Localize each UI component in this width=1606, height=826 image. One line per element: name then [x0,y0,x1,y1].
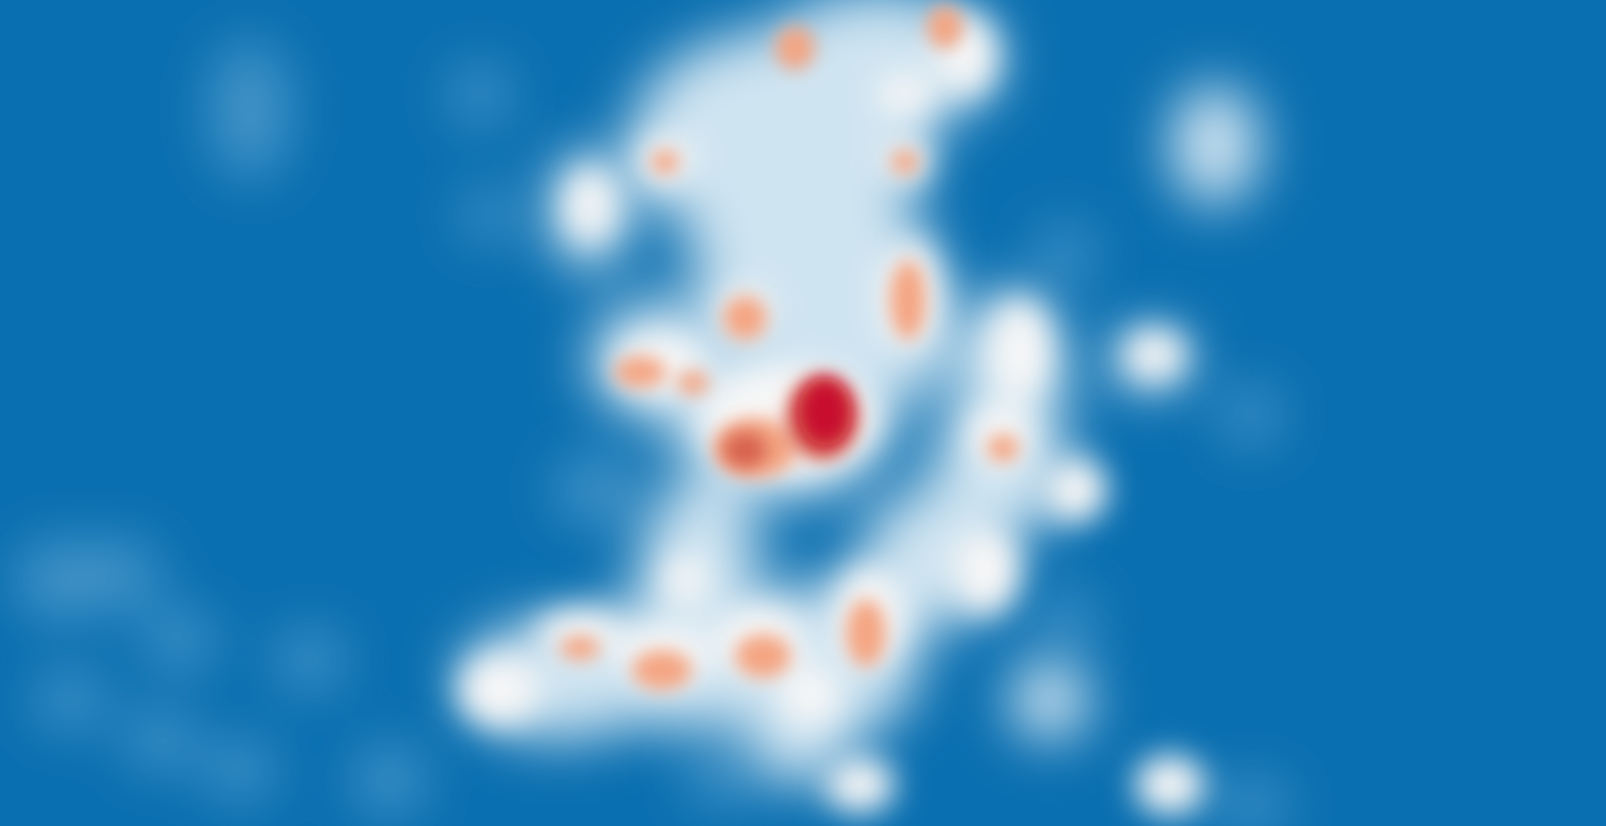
density-layer-peak [799,378,851,446]
density-layer-warm [560,5,1019,690]
density-layer-low [15,40,1290,826]
